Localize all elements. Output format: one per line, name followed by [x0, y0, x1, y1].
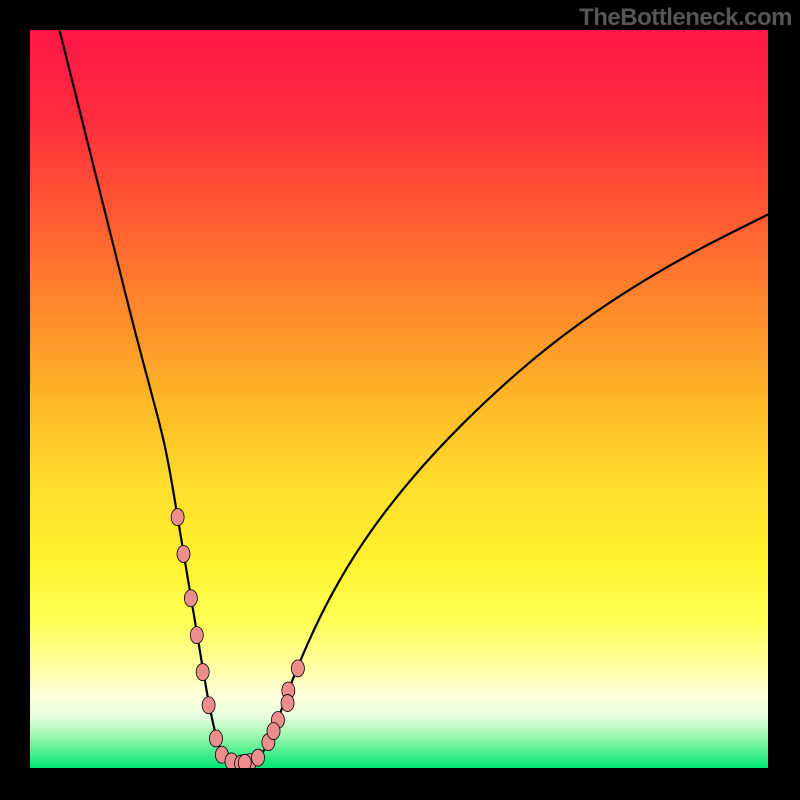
- data-marker: [196, 664, 209, 681]
- data-marker: [190, 627, 203, 644]
- data-marker: [177, 545, 190, 562]
- data-marker: [238, 754, 251, 768]
- data-marker: [209, 730, 222, 747]
- data-marker: [267, 723, 280, 740]
- data-marker: [291, 660, 304, 677]
- data-marker: [202, 697, 215, 714]
- chart-container: TheBottleneck.com: [0, 0, 800, 800]
- gradient-background: [30, 30, 768, 768]
- data-marker: [184, 590, 197, 607]
- plot-svg: [30, 30, 768, 768]
- plot-area: [30, 30, 768, 768]
- data-marker: [252, 749, 265, 766]
- data-marker: [281, 695, 294, 712]
- data-marker: [171, 509, 184, 526]
- watermark-text: TheBottleneck.com: [579, 4, 792, 32]
